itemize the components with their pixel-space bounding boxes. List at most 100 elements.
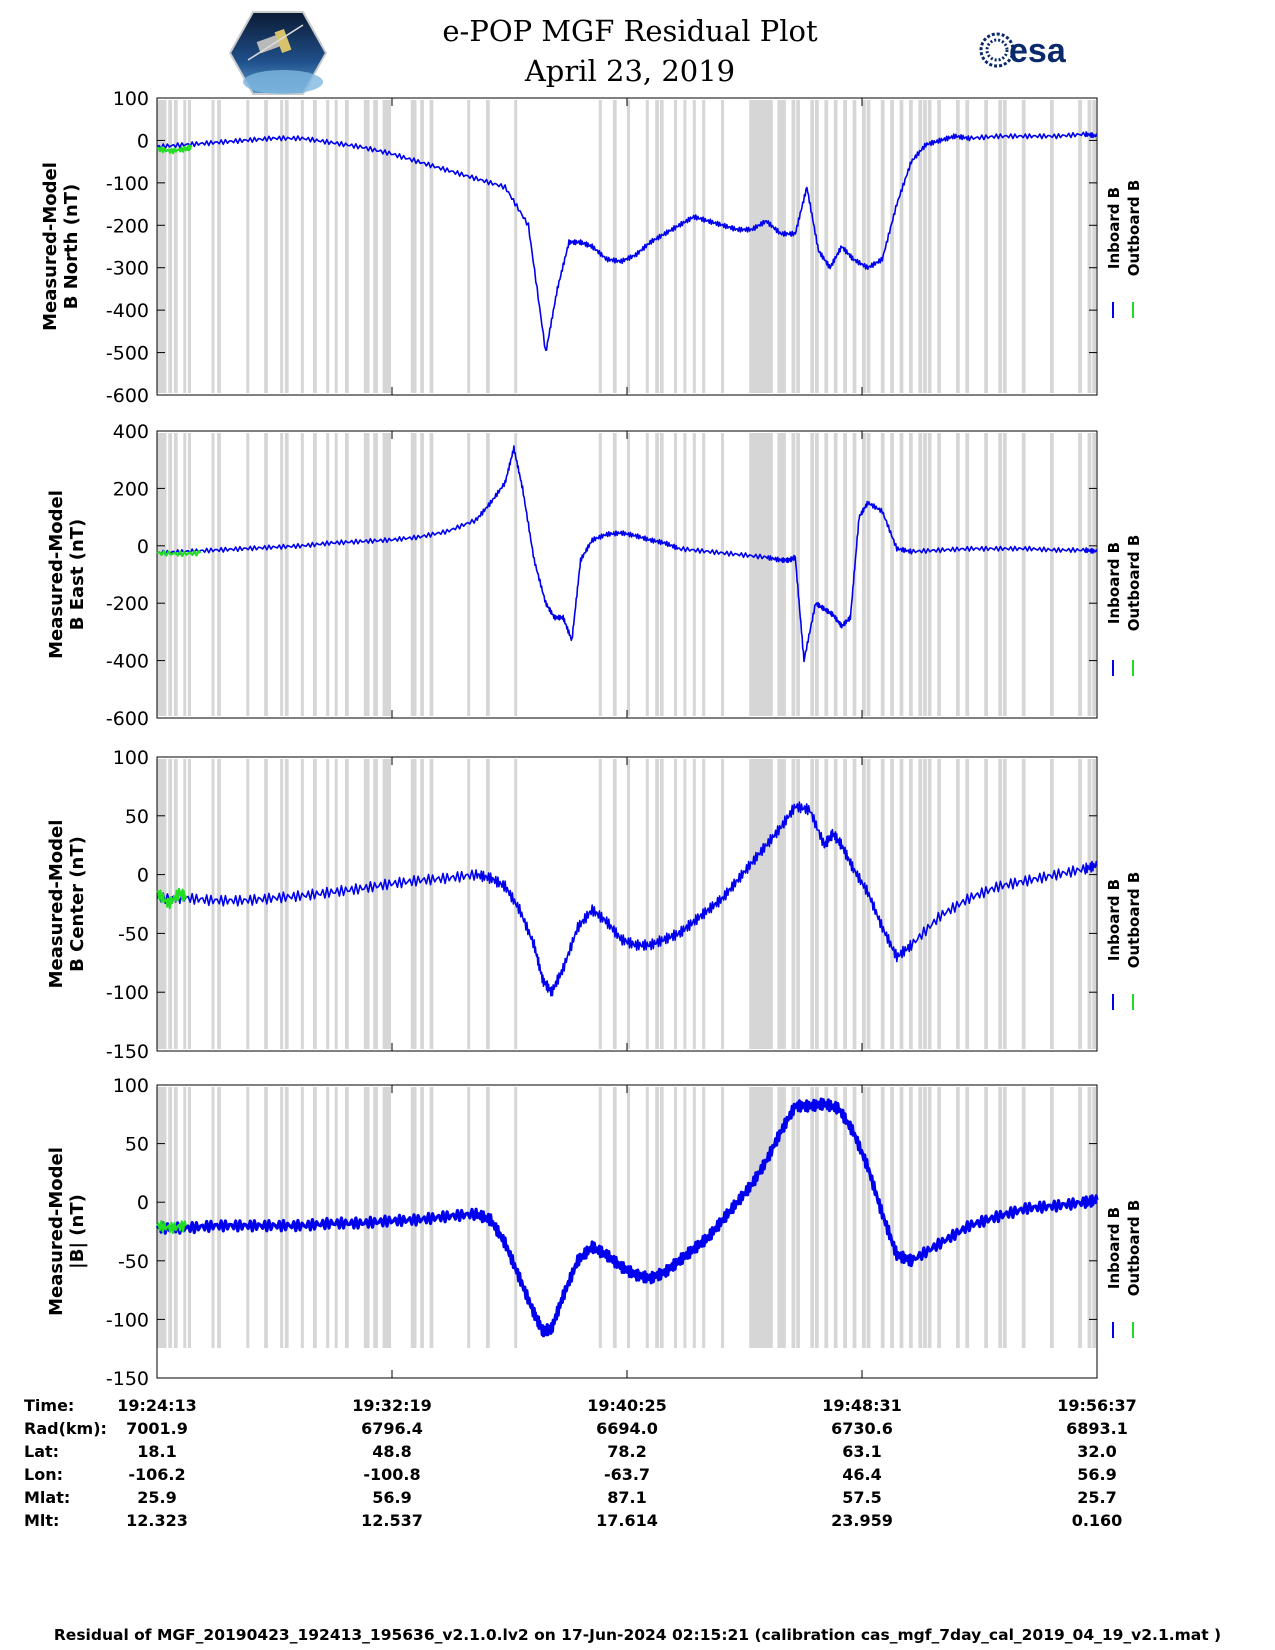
gap-shade: [280, 100, 284, 393]
gap-shade: [280, 433, 284, 716]
gap-shade: [160, 100, 167, 393]
gap-shade: [702, 1087, 706, 1348]
info-row-label: Rad(km):: [24, 1419, 107, 1438]
gap-shade: [334, 433, 338, 716]
gap-shade: [674, 100, 677, 393]
gap-shade: [264, 1087, 268, 1348]
gap-shade: [927, 433, 932, 716]
gap-shade: [1087, 100, 1092, 393]
info-value: 6730.6: [831, 1419, 893, 1438]
gap-shade: [1003, 759, 1007, 1049]
gap-shade: [998, 433, 1003, 716]
gap-shade: [373, 100, 378, 393]
y-tick-label: -600: [106, 708, 149, 730]
gap-shade: [655, 759, 659, 1049]
gap-shade: [188, 1087, 192, 1348]
gap-shade: [326, 759, 330, 1049]
gap-shade: [692, 100, 696, 393]
gap-shade: [410, 100, 417, 393]
gap-shade: [833, 759, 838, 1049]
gap-shade: [486, 433, 490, 716]
info-value: -106.2: [128, 1465, 186, 1484]
gap-shade: [429, 100, 434, 393]
gap-shade: [880, 759, 885, 1049]
gap-shade: [334, 100, 338, 393]
gap-shade: [810, 1087, 815, 1348]
gap-shade: [183, 433, 187, 716]
gap-shade: [956, 433, 960, 716]
info-value: 19:56:37: [1057, 1396, 1137, 1415]
gap-shade: [627, 433, 630, 716]
gap-shade: [300, 100, 304, 393]
gap-shade: [843, 1087, 847, 1348]
gap-shade: [956, 1087, 960, 1348]
series-line-inboard: [155, 1097, 1099, 1338]
y-tick-label: -400: [106, 300, 149, 322]
info-value: 56.9: [1077, 1465, 1117, 1484]
gap-shade: [659, 433, 664, 716]
gap-shade: [683, 1087, 687, 1348]
info-value: 78.2: [607, 1442, 647, 1461]
gap-shade: [284, 1087, 289, 1348]
legend-inboard: Inboard B: [1105, 1207, 1123, 1289]
panel-2: 400 200 0 -200 -400 -600 Measured-ModelB East …: [46, 421, 1143, 730]
gap-shade: [791, 433, 796, 716]
gap-shade: [300, 1087, 304, 1348]
series-line-outboard: [156, 144, 193, 155]
gap-shade: [173, 100, 178, 393]
panel-3: 100 50 0 -50 -100 -150 Measured-ModelB Center …: [46, 747, 1143, 1063]
gap-shade: [683, 759, 687, 1049]
gap-shade: [246, 1087, 250, 1348]
gap-shade: [467, 100, 471, 393]
gap-shade: [183, 1087, 187, 1348]
gap-shade: [937, 100, 941, 393]
info-value: 56.9: [372, 1488, 412, 1507]
gap-shade: [909, 1087, 913, 1348]
gap-shade: [815, 759, 819, 1049]
gap-shade: [486, 759, 490, 1049]
chart-date: April 23, 2019: [524, 54, 736, 88]
gap-shade: [702, 759, 706, 1049]
gap-shade: [188, 759, 192, 1049]
gap-shade: [382, 759, 389, 1049]
gap-shade: [246, 100, 250, 393]
y-tick-label: 100: [113, 1075, 149, 1097]
gap-shade: [345, 100, 349, 393]
info-value: 12.537: [361, 1511, 423, 1530]
gap-shade: [683, 100, 687, 393]
legend-inboard: Inboard B: [1105, 187, 1123, 269]
gap-shade: [168, 1087, 173, 1348]
gap-shade: [899, 100, 904, 393]
gap-shade: [918, 1087, 923, 1348]
gap-shade: [824, 100, 829, 393]
info-value: 19:40:25: [587, 1396, 667, 1415]
info-row-label: Mlat:: [24, 1488, 71, 1507]
info-value: 19:24:13: [117, 1396, 197, 1415]
info-row-label: Mlt:: [24, 1511, 60, 1530]
gap-shade: [763, 1087, 773, 1348]
gap-shade: [880, 100, 885, 393]
gap-shade: [284, 759, 289, 1049]
gap-shade: [514, 433, 518, 716]
gap-shade: [1050, 759, 1054, 1049]
gap-shade: [188, 433, 192, 716]
gap-shade: [1078, 433, 1082, 716]
gap-shade: [1078, 1087, 1082, 1348]
info-value: 6796.4: [361, 1419, 423, 1438]
gap-shade: [984, 759, 988, 1049]
y-tick-label: -500: [106, 343, 149, 365]
gap-shade: [796, 433, 800, 716]
gap-shade: [313, 1087, 317, 1348]
info-value: -100.8: [363, 1465, 421, 1484]
gap-shade: [782, 759, 786, 1049]
gap-shade: [467, 433, 471, 716]
gap-shade: [612, 759, 617, 1049]
gap-shade: [965, 100, 970, 393]
gap-shade: [160, 759, 167, 1049]
gap-shade: [796, 100, 800, 393]
gap-shade: [1078, 100, 1082, 393]
info-value: 25.9: [137, 1488, 177, 1507]
y-tick-label: 0: [137, 1192, 149, 1214]
gap-shade: [852, 759, 857, 1049]
y-tick-label: 0: [137, 130, 149, 152]
